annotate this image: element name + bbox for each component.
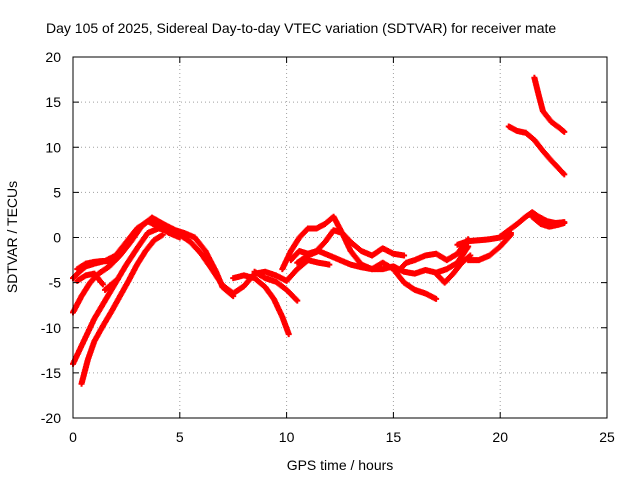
- series-18: [529, 213, 568, 230]
- data-point: [561, 220, 568, 227]
- y-tick-label: 15: [45, 94, 61, 110]
- data-point: [326, 261, 333, 268]
- chart-title: Day 105 of 2025, Sidereal Day-to-day VTE…: [46, 20, 556, 36]
- data-point: [294, 297, 301, 304]
- series-20: [531, 74, 568, 135]
- y-tick-label: 5: [53, 184, 61, 200]
- x-tick-label: 20: [492, 429, 508, 445]
- data-point: [433, 295, 440, 302]
- data-point: [507, 231, 514, 238]
- series-16: [465, 231, 514, 264]
- y-axis-label: SDTVAR / TECUs: [4, 181, 20, 293]
- y-tick-label: 20: [45, 49, 61, 65]
- data-marks: [70, 74, 568, 387]
- y-tick-label: -15: [41, 365, 61, 381]
- series-19: [505, 123, 568, 178]
- series-12: [294, 243, 472, 277]
- series-7: [102, 276, 121, 293]
- series-3: [70, 225, 333, 367]
- data-point: [285, 331, 292, 338]
- y-tick-label: -20: [41, 410, 61, 426]
- data-point: [99, 281, 106, 288]
- axis-ticks: 0 5 10 15 20 25 -20 -15 -10 -5 0 5 10 15 20: [41, 49, 615, 445]
- series-6: [74, 270, 106, 288]
- y-tick-label: 10: [45, 139, 61, 155]
- x-tick-label: 5: [176, 429, 184, 445]
- y-tick-label: 0: [53, 230, 61, 246]
- data-point: [159, 231, 166, 238]
- data-point: [114, 276, 121, 283]
- series-4: [78, 231, 166, 387]
- x-tick-label: 0: [69, 429, 77, 445]
- grid-lines: [73, 57, 607, 418]
- series-5: [74, 257, 117, 273]
- y-tick-label: -10: [41, 320, 61, 336]
- series-8: [230, 272, 292, 338]
- data-point: [561, 128, 568, 135]
- x-tick-label: 25: [599, 429, 615, 445]
- series-9: [251, 268, 301, 304]
- x-axis-label: GPS time / hours: [287, 457, 394, 473]
- data-point: [465, 243, 472, 250]
- data-point: [110, 258, 117, 265]
- series-11: [287, 227, 408, 264]
- x-tick-label: 15: [386, 429, 402, 445]
- data-point: [401, 252, 408, 259]
- x-tick-label: 10: [279, 429, 295, 445]
- data-point: [561, 171, 568, 178]
- y-tick-label: -5: [49, 275, 62, 291]
